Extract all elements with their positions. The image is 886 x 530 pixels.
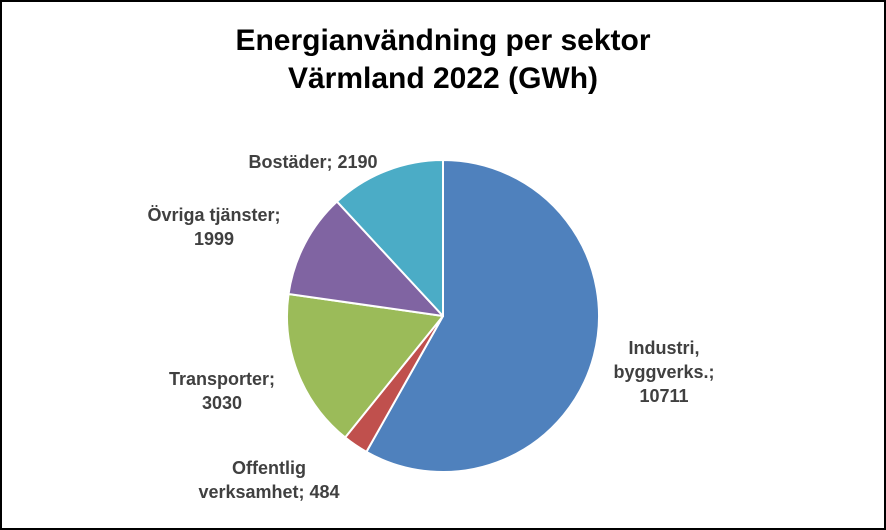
- slice-label-2-line-2: verksamhet; 484: [198, 482, 339, 502]
- pie-slice-4: [287, 200, 444, 317]
- slice-label-3-line-2: 3030: [202, 393, 242, 413]
- slice-label-2-line-1: Offentlig: [232, 458, 306, 478]
- slice-label-3-line-1: Transporter;: [169, 369, 275, 389]
- slice-label-4-line-2: 1999: [194, 229, 234, 249]
- pie-slice-3: [286, 293, 444, 439]
- chart-title-line-1: Energianvändning per sektor: [235, 24, 651, 57]
- slice-label-1-line-2: byggverks.;: [613, 362, 714, 382]
- slice-label-5-line-1: Bostäder; 2190: [248, 152, 377, 172]
- slice-label-2: Offentlig verksamhet; 484: [198, 458, 339, 502]
- pie-slice-1: [365, 159, 600, 473]
- pie-slice-5: [335, 159, 444, 317]
- chart-title: Energianvändning per sektor Värmland 202…: [0, 22, 886, 98]
- chart-title-line-2: Värmland 2022 (GWh): [287, 62, 599, 95]
- slice-label-3: Transporter; 3030: [169, 369, 275, 413]
- slice-label-1-line-1: Industri,: [629, 338, 700, 358]
- slice-label-1: Industri, byggverks.; 10711: [613, 338, 714, 406]
- slice-label-4: Övriga tjänster; 1999: [147, 205, 280, 249]
- slice-label-1-line-3: 10711: [639, 386, 688, 406]
- slice-label-5: Bostäder; 2190: [248, 152, 377, 172]
- slice-label-4-line-1: Övriga tjänster;: [147, 205, 280, 225]
